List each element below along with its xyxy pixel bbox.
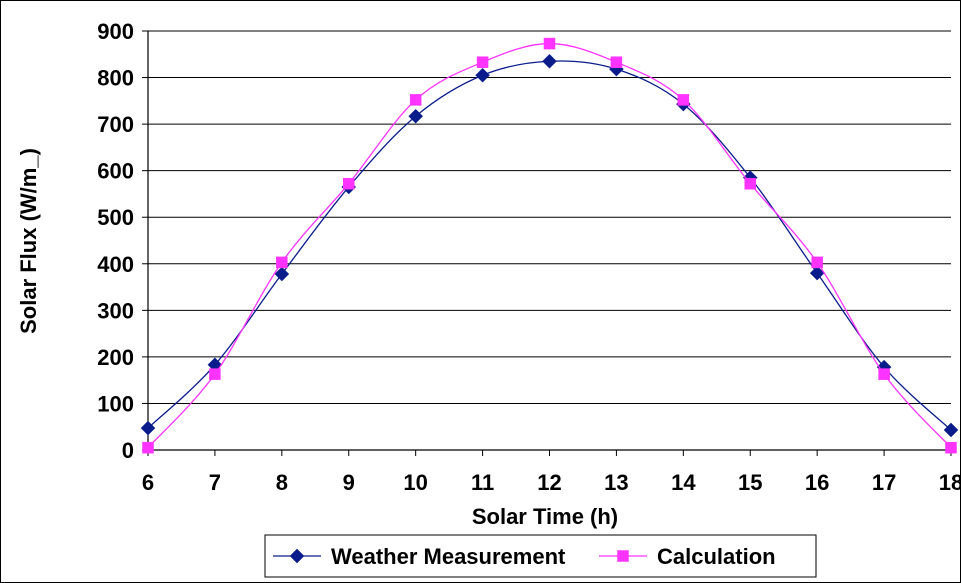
x-tick-label: 17 [872, 470, 896, 495]
y-tick-label: 0 [122, 438, 134, 463]
square-point [276, 256, 288, 269]
square-point [878, 368, 890, 380]
square-point [677, 94, 690, 106]
square-point [142, 441, 154, 454]
y-tick-label: 200 [97, 345, 134, 370]
legend-label: Calculation [657, 544, 776, 569]
diamond-point [475, 67, 490, 83]
x-tick-label: 6 [142, 470, 154, 495]
legend-entry: Calculation [599, 544, 776, 569]
square-point [209, 368, 221, 380]
y-tick-label: 500 [97, 205, 134, 230]
x-tick-label: 11 [471, 470, 494, 495]
square-point [811, 256, 823, 269]
y-axis-title: Solar Flux (W/m_) [16, 148, 41, 334]
gridlines [148, 30, 951, 404]
y-tick-label: 100 [97, 391, 134, 416]
x-tick-label: 14 [671, 470, 696, 495]
diamond-point [542, 53, 557, 69]
y-tick-label: 300 [97, 298, 134, 323]
legend-square-marker [617, 550, 629, 562]
x-tick-labels: 6 7 8 9 10 11 12 13 14 15 16 17 18 [142, 470, 960, 495]
square-point [610, 56, 623, 68]
square-point [543, 37, 556, 50]
series-line [147, 60, 952, 431]
diamond-point [140, 420, 156, 436]
legend-diamond-marker [289, 548, 305, 564]
x-tick-label: 8 [276, 470, 288, 495]
square-point [476, 56, 489, 68]
y-tick-label: 800 [97, 66, 134, 91]
legend-box [264, 534, 817, 578]
diamond-point [809, 265, 825, 281]
y-tick-label: 900 [97, 19, 134, 44]
square-point [409, 94, 422, 106]
diamond-point [408, 108, 424, 124]
square-point [945, 441, 957, 454]
series-line [147, 42, 952, 449]
x-axis-title: Solar Time (h) [472, 504, 618, 529]
x-tick-label: 15 [738, 470, 762, 495]
series-weather-measurement [140, 53, 959, 438]
x-tick-label: 7 [209, 470, 221, 495]
y-tick-label: 400 [97, 252, 134, 277]
x-tick-label: 13 [604, 470, 628, 495]
x-tick-label: 16 [805, 470, 829, 495]
y-tick-label: 700 [97, 112, 134, 137]
legend-label: Weather Measurement [331, 544, 566, 569]
x-tick-label: 12 [537, 470, 561, 495]
square-point [744, 177, 756, 190]
x-tick-label: 10 [403, 470, 427, 495]
series-layer [140, 37, 959, 454]
square-point [343, 177, 355, 190]
diamond-point [274, 266, 290, 282]
diamond-point [943, 422, 959, 438]
legend: Weather Measurement Calculation [264, 534, 817, 578]
y-tick-labels: 0 100 200 300 400 500 600 700 800 900 [97, 19, 134, 463]
x-tick-label: 9 [343, 470, 355, 495]
y-tick-label: 600 [97, 159, 134, 184]
axes [142, 30, 952, 456]
legend-entry: Weather Measurement [273, 544, 566, 569]
x-tick-label: 18 [939, 470, 960, 495]
series-calculation [142, 37, 957, 454]
